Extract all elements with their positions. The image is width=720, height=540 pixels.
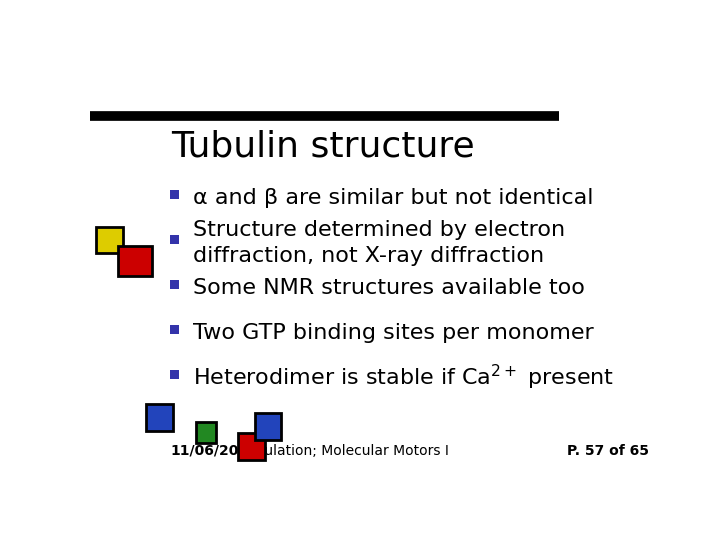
Bar xyxy=(145,404,173,431)
Bar xyxy=(196,422,216,443)
Bar xyxy=(255,413,282,440)
Text: α and β are similar but not identical: α and β are similar but not identical xyxy=(193,188,594,208)
Text: Structure determined by electron
diffraction, not X-ray diffraction: Structure determined by electron diffrac… xyxy=(193,220,565,266)
Text: Tubulin structure: Tubulin structure xyxy=(171,129,474,163)
Bar xyxy=(170,280,179,289)
Bar xyxy=(118,246,153,275)
Bar xyxy=(170,235,179,244)
Text: Regulation; Molecular Motors I: Regulation; Molecular Motors I xyxy=(238,444,449,458)
Text: 11/06/2012: 11/06/2012 xyxy=(171,444,258,458)
Text: Heterodimer is stable if Ca$^{2+}$ present: Heterodimer is stable if Ca$^{2+}$ prese… xyxy=(193,363,614,392)
Bar xyxy=(170,370,179,379)
Bar xyxy=(170,325,179,334)
Text: Some NMR structures available too: Some NMR structures available too xyxy=(193,278,585,298)
Text: Two GTP binding sites per monomer: Two GTP binding sites per monomer xyxy=(193,322,594,342)
Text: P. 57 of 65: P. 57 of 65 xyxy=(567,444,649,458)
Bar xyxy=(170,190,179,199)
Bar xyxy=(238,433,265,460)
Bar xyxy=(96,227,124,253)
